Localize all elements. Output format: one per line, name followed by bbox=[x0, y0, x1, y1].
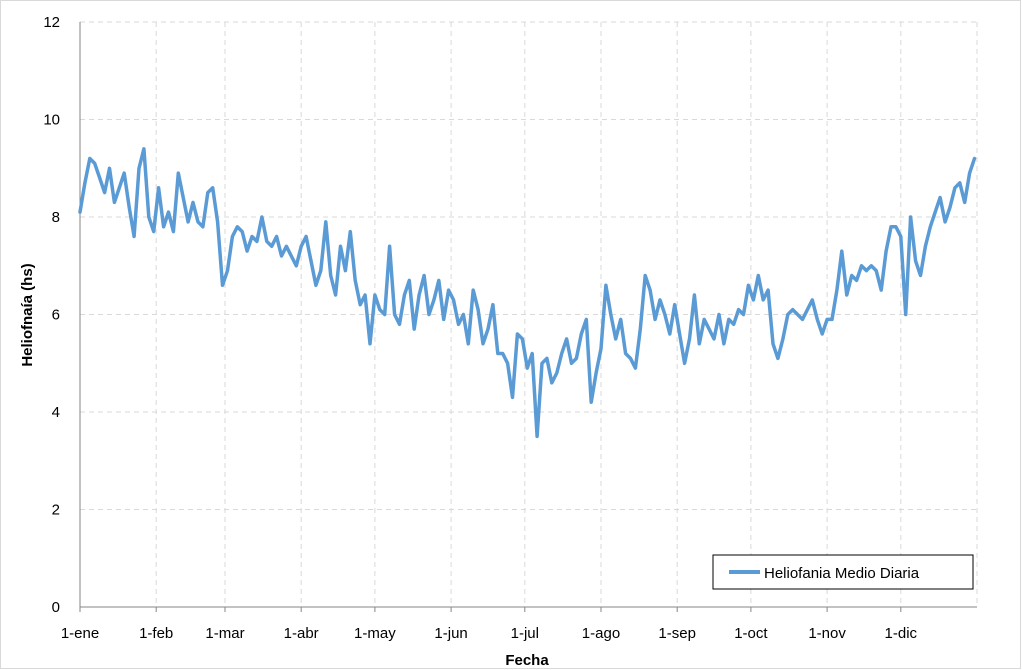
x-tick-label: 1-abr bbox=[284, 625, 319, 642]
x-tick-label: 1-ene bbox=[61, 625, 99, 642]
y-tick-labels: 0 2 4 6 8 10 12 bbox=[43, 14, 60, 616]
x-tick-label: 1-feb bbox=[139, 625, 173, 642]
legend: Heliofania Medio Diaria bbox=[712, 554, 974, 590]
y-tick-label: 4 bbox=[52, 404, 60, 421]
x-tick-label: 1-jun bbox=[434, 625, 467, 642]
x-tick-label: 1-sep bbox=[658, 625, 696, 642]
axes bbox=[79, 22, 977, 612]
x-tick-label: 1-dic bbox=[885, 625, 918, 642]
y-tick-label: 8 bbox=[52, 209, 60, 226]
gridlines bbox=[80, 21, 978, 607]
x-tick-label: 1-oct bbox=[734, 625, 768, 642]
series-line bbox=[78, 147, 977, 439]
x-axis-title: Fecha bbox=[505, 652, 549, 669]
y-tick-label: 10 bbox=[43, 112, 60, 129]
x-tick-label: 1-nov bbox=[808, 625, 846, 642]
y-tick-label: 12 bbox=[43, 14, 60, 31]
y-tick-label: 2 bbox=[52, 502, 60, 519]
legend-label: Heliofania Medio Diaria bbox=[764, 565, 920, 582]
x-tick-label: 1-ago bbox=[582, 625, 620, 642]
x-tick-label: 1-jul bbox=[511, 625, 539, 642]
y-tick-label: 6 bbox=[52, 307, 60, 324]
x-tick-labels: 1-ene 1-feb 1-mar 1-abr 1-may 1-jun 1-jul 1-ago… bbox=[61, 625, 918, 642]
x-tick-label: 1-mar bbox=[205, 625, 244, 642]
y-tick-label: 0 bbox=[52, 599, 60, 616]
y-axis-title: Heliofnaía (hs) bbox=[19, 263, 36, 366]
series-layer bbox=[78, 147, 977, 439]
x-tick-label: 1-may bbox=[354, 625, 396, 642]
